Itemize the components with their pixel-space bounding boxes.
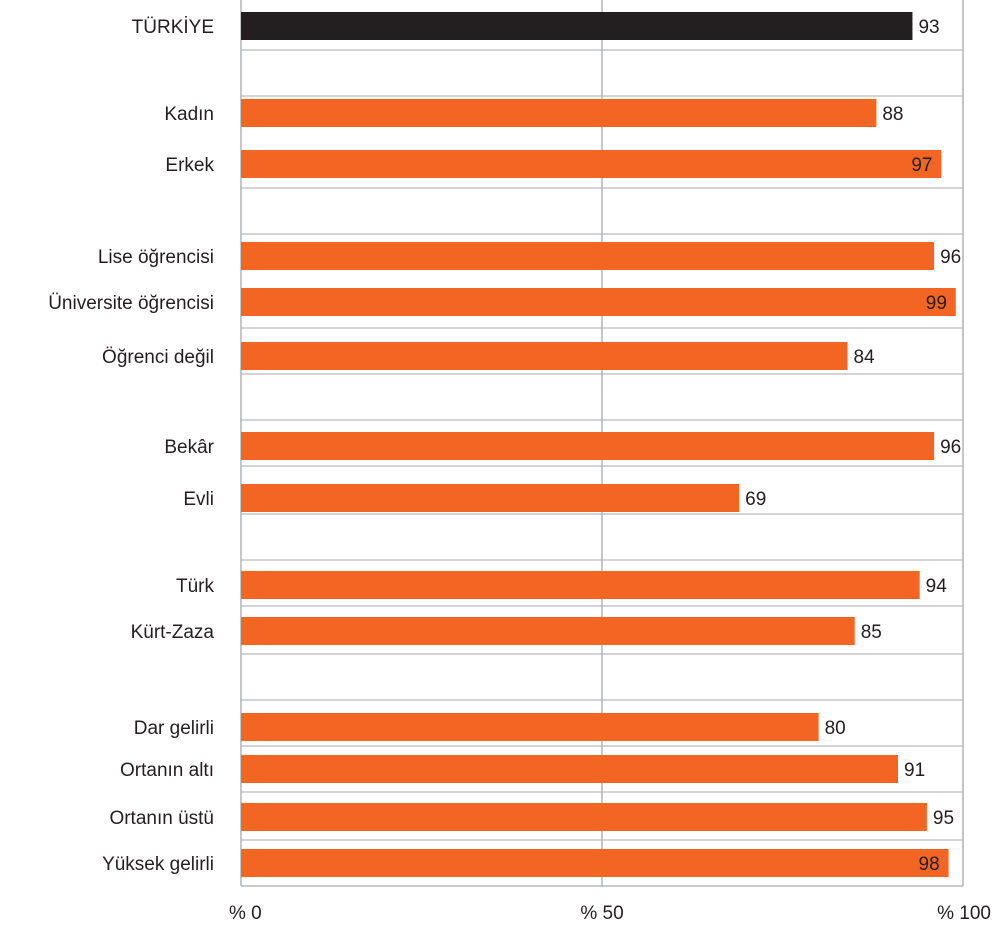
bar xyxy=(241,150,942,178)
value-label: 93 xyxy=(918,17,939,38)
bar xyxy=(241,12,913,40)
value-label: 88 xyxy=(882,104,903,125)
value-label: 96 xyxy=(940,437,961,458)
x-tick-label: % 50 xyxy=(580,903,623,924)
value-label: 98 xyxy=(919,854,940,875)
value-label: 91 xyxy=(904,760,925,781)
category-label: Evli xyxy=(183,489,214,510)
value-label: 99 xyxy=(926,293,947,314)
bar xyxy=(241,99,877,127)
bar xyxy=(241,432,935,460)
x-tick-label: % 0 xyxy=(229,903,262,924)
bar xyxy=(241,484,740,512)
category-label: Erkek xyxy=(165,155,214,176)
bar xyxy=(241,617,855,645)
bar xyxy=(241,849,949,877)
category-label: Kürt-Zaza xyxy=(131,622,215,643)
value-label: 69 xyxy=(745,489,766,510)
bar xyxy=(241,713,819,741)
bar xyxy=(241,242,935,270)
value-label: 95 xyxy=(933,808,954,829)
category-label: Lise öğrencisi xyxy=(98,247,214,268)
value-label: 85 xyxy=(861,622,882,643)
value-label: 80 xyxy=(825,718,846,739)
bar xyxy=(241,755,899,783)
category-label: Yüksek gelirli xyxy=(102,854,214,875)
value-label: 94 xyxy=(926,576,948,597)
category-label: TÜRKİYE xyxy=(132,17,214,38)
category-label: Bekâr xyxy=(164,437,214,458)
value-label: 97 xyxy=(911,155,932,176)
category-label: Türk xyxy=(176,576,215,597)
category-label: Üniversite öğrencisi xyxy=(48,293,214,314)
value-label: 96 xyxy=(940,247,961,268)
category-label: Öğrenci değil xyxy=(102,347,214,368)
value-label: 84 xyxy=(853,347,875,368)
bar xyxy=(241,288,956,316)
category-label: Kadın xyxy=(164,104,214,125)
category-label: Dar gelirli xyxy=(134,718,214,739)
bar xyxy=(241,571,920,599)
category-label: Ortanın üstü xyxy=(109,808,214,829)
bar xyxy=(241,342,848,370)
x-tick-label: % 100 xyxy=(937,903,991,924)
category-label: Ortanın altı xyxy=(120,760,214,781)
bar xyxy=(241,803,927,831)
